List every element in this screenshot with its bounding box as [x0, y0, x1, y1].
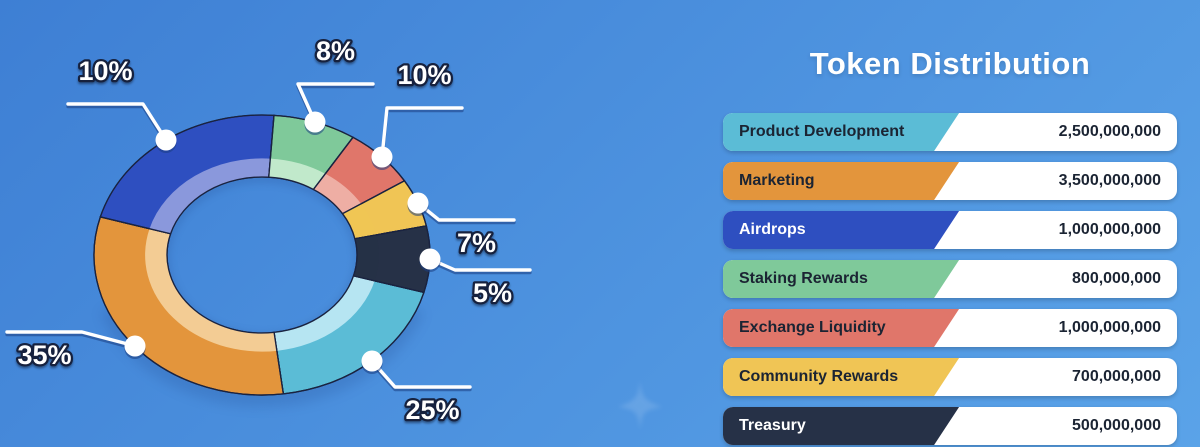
svg-text:10%: 10% — [397, 60, 451, 90]
svg-text:35%: 35% — [17, 340, 71, 370]
svg-text:7%: 7% — [457, 228, 496, 258]
svg-text:25%: 25% — [405, 395, 459, 425]
svg-text:8%: 8% — [316, 36, 355, 66]
svg-text:10%: 10% — [78, 56, 132, 86]
svg-text:5%: 5% — [473, 278, 512, 308]
